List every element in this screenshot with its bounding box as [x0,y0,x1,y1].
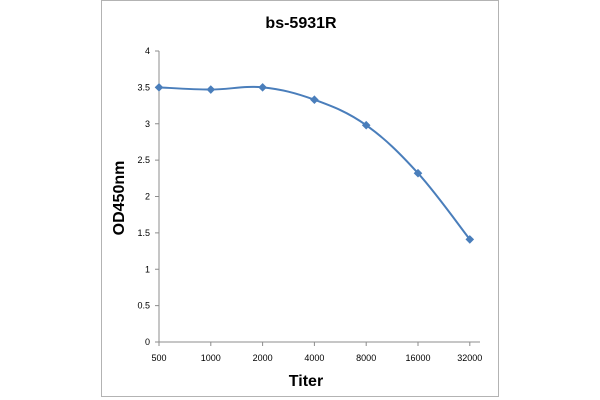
x-tick-label: 2000 [253,353,273,363]
series-layer [154,83,475,244]
data-point-marker [465,235,475,244]
x-tick-label: 1000 [201,353,221,363]
y-tick-label: 4 [145,46,150,56]
chart-frame [101,0,499,397]
x-tick-label: 4000 [304,353,324,363]
chart-title: bs-5931R [265,15,337,32]
data-point-marker [258,83,267,92]
y-axis-title: OD450nm [111,161,128,236]
data-point-marker [361,120,371,130]
data-point-marker [206,85,216,94]
y-tick-label: 1.5 [137,228,150,238]
y-tick-label: 0 [145,337,150,347]
x-tick-label: 500 [151,353,166,363]
data-point-marker [310,95,319,105]
x-axis-ticks: 500 1000 2000 4000 8000 16000 32000 [151,342,482,363]
y-tick-label: 2.5 [137,155,150,165]
y-tick-label: 2 [145,192,150,202]
x-tick-label: 32000 [457,353,482,363]
x-tick-label: 8000 [356,353,376,363]
y-tick-label: 0.5 [137,301,150,311]
x-axis-title: Titer [289,373,323,390]
y-axis-ticks: 0 0.5 1 1.5 2 2.5 3 3.5 4 [137,46,159,347]
y-tick-label: 3 [145,119,150,129]
y-tick-label: 1 [145,264,150,274]
data-point-marker [413,168,423,178]
data-point-marker [154,83,164,92]
x-tick-label: 16000 [405,353,430,363]
y-tick-label: 3.5 [137,82,150,92]
series-line [158,85,471,241]
